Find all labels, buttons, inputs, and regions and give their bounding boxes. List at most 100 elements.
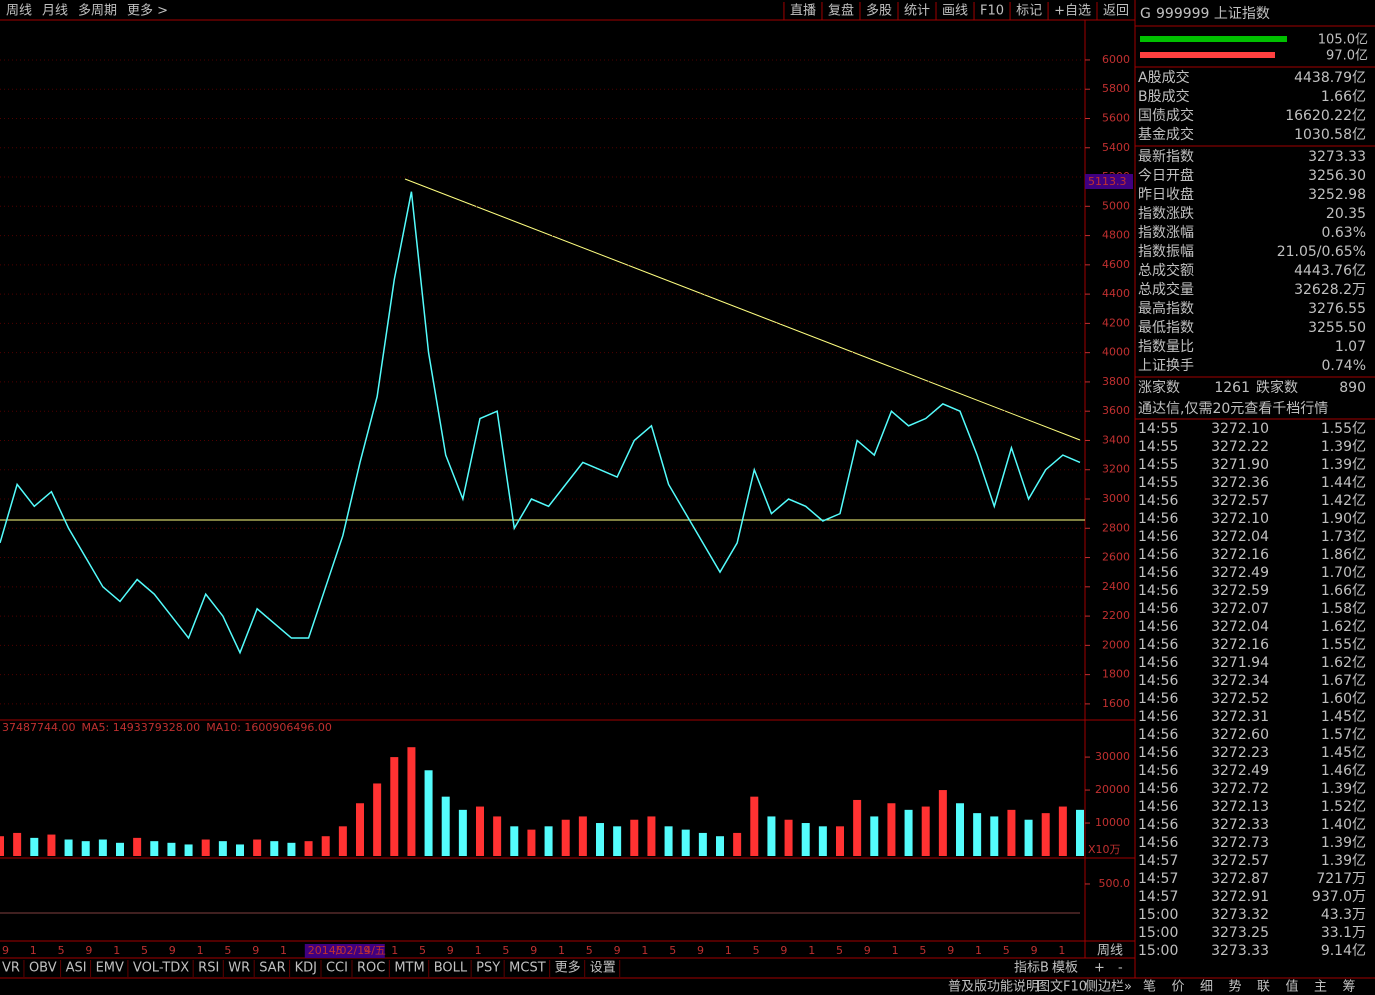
side-tab[interactable]: 值	[1286, 979, 1299, 995]
indicator-tab[interactable]: ASI	[66, 961, 87, 976]
tick-volume: 1.46亿	[1321, 763, 1366, 779]
tab[interactable]: 更多 >	[127, 3, 168, 19]
stat-label: 最高指数	[1138, 300, 1194, 317]
indicator-tab[interactable]: 更多	[555, 960, 581, 976]
tick-price: 3272.33	[1211, 817, 1269, 833]
indicator-tab[interactable]: PSY	[476, 961, 500, 976]
x-tick-label: 1	[725, 944, 732, 957]
volume-bar	[818, 826, 827, 856]
promo[interactable]: 通达信,仅需20元查看千档行情	[1138, 401, 1328, 417]
side-tab[interactable]: 细	[1200, 980, 1213, 995]
toolbar-button[interactable]: 返回	[1103, 4, 1129, 19]
indicator-tab[interactable]: OBV	[29, 961, 57, 976]
volume-bar	[424, 770, 433, 856]
quote-prefix: G	[1140, 6, 1151, 22]
y-tick-label: 5400	[1102, 141, 1130, 154]
volume-bar	[1024, 819, 1033, 856]
y-tick-label: 4200	[1102, 316, 1130, 329]
indicator-tab[interactable]: CCI	[326, 961, 348, 976]
tick-time: 14:56	[1138, 583, 1178, 599]
volume-bar	[321, 836, 330, 856]
x-tick-label: 9	[2, 944, 9, 957]
tab[interactable]: 多周期	[78, 3, 117, 19]
indicator-tab[interactable]: VR	[2, 961, 20, 976]
indicator-tab[interactable]: VOL-TDX	[133, 961, 189, 976]
volume-bar	[133, 837, 142, 856]
x-tick-label: 5	[419, 944, 426, 957]
toolbar-button[interactable]: 多股	[866, 3, 892, 19]
toolbar-button[interactable]: F10	[980, 4, 1004, 19]
y-tick-label: 4000	[1102, 346, 1130, 359]
indicator-tab[interactable]: 设置	[590, 961, 616, 976]
toolbar-button[interactable]: 画线	[942, 4, 968, 19]
footer-link[interactable]: 图文F10	[1037, 980, 1087, 995]
tick-time: 14:57	[1138, 889, 1178, 905]
stat-label: 昨日收盘	[1138, 186, 1194, 203]
price-line	[0, 191, 1081, 655]
indicator-tab[interactable]: MCST	[509, 961, 546, 976]
indicator-tab[interactable]: BOLL	[434, 961, 468, 976]
tick-volume: 1.73亿	[1321, 529, 1366, 545]
side-tab[interactable]: 筹	[1343, 979, 1356, 995]
volume-bar	[184, 844, 193, 856]
side-tab[interactable]: 主	[1314, 980, 1327, 995]
volume-bar	[716, 836, 724, 856]
indicator-tab[interactable]: RSI	[198, 961, 219, 976]
tick-time: 14:56	[1138, 799, 1178, 815]
toolbar-button[interactable]: 直播	[790, 4, 816, 19]
x-tick-label: 5	[58, 944, 65, 957]
indicator-option[interactable]: -	[1118, 961, 1123, 976]
tick-volume: 33.1万	[1321, 925, 1366, 941]
tick-volume: 1.45亿	[1321, 709, 1366, 725]
tick-time: 14:56	[1138, 763, 1178, 779]
tab[interactable]: 周线	[6, 4, 32, 19]
tick-time: 14:55	[1138, 475, 1178, 491]
volume-bar	[1076, 809, 1084, 856]
indicator-tab[interactable]: MTM	[394, 961, 424, 976]
tick-price: 3272.16	[1211, 637, 1269, 653]
tick-price: 3272.91	[1211, 889, 1269, 905]
volume-bar	[647, 816, 656, 856]
ratio-bar	[1140, 52, 1275, 58]
footer-link[interactable]: 普及版功能说明	[948, 980, 1039, 995]
indicator-option[interactable]: 模板	[1052, 961, 1078, 976]
x-tick-label: 9	[614, 944, 621, 957]
y-tick-label: 30000	[1095, 750, 1130, 763]
indicator-tab[interactable]: ROC	[357, 961, 385, 976]
indicator-tab[interactable]: EMV	[96, 961, 124, 976]
tick-time: 14:56	[1138, 709, 1178, 725]
y-tick-label: 2000	[1102, 638, 1130, 651]
tick-volume: 1.55亿	[1321, 421, 1366, 437]
tick-volume: 1.67亿	[1321, 673, 1366, 689]
side-tab[interactable]: 联	[1257, 980, 1270, 995]
x-tick-label: 1	[975, 944, 982, 957]
tab[interactable]: 月线	[42, 4, 68, 19]
indicator-tab[interactable]: SAR	[259, 961, 285, 976]
tick-volume: 1.86亿	[1321, 547, 1366, 563]
side-tab[interactable]: 价	[1172, 980, 1185, 995]
footer-link[interactable]: 侧边栏»	[1085, 980, 1132, 995]
indicator-option[interactable]: +	[1094, 961, 1105, 976]
volume-bar	[64, 839, 73, 856]
toolbar-button[interactable]: +自选	[1054, 4, 1091, 19]
indicator-tab[interactable]: WR	[228, 961, 250, 976]
toolbar-button[interactable]: 统计	[904, 4, 930, 19]
volume-bar	[630, 819, 639, 856]
side-tab[interactable]: 笔	[1143, 979, 1156, 995]
toolbar-button[interactable]: 标记	[1016, 4, 1042, 19]
toolbar-button[interactable]: 复盘	[828, 3, 854, 19]
tick-price: 3272.04	[1211, 619, 1269, 635]
tick-volume: 937.0万	[1312, 889, 1366, 905]
tick-price: 3272.10	[1211, 421, 1269, 437]
indicator-option[interactable]: 指标B	[1014, 961, 1049, 976]
tick-volume: 1.40亿	[1321, 817, 1366, 833]
volume-bar	[47, 834, 56, 856]
indicator-tab[interactable]: KDJ	[295, 961, 317, 976]
y-tick-label: 3800	[1102, 375, 1130, 388]
volume-bar	[1058, 806, 1067, 856]
tick-volume: 1.44亿	[1321, 475, 1366, 491]
side-tab[interactable]: 势	[1229, 979, 1242, 995]
y-tick-label: 5600	[1102, 111, 1130, 124]
x-tick-label: 1	[641, 944, 648, 957]
